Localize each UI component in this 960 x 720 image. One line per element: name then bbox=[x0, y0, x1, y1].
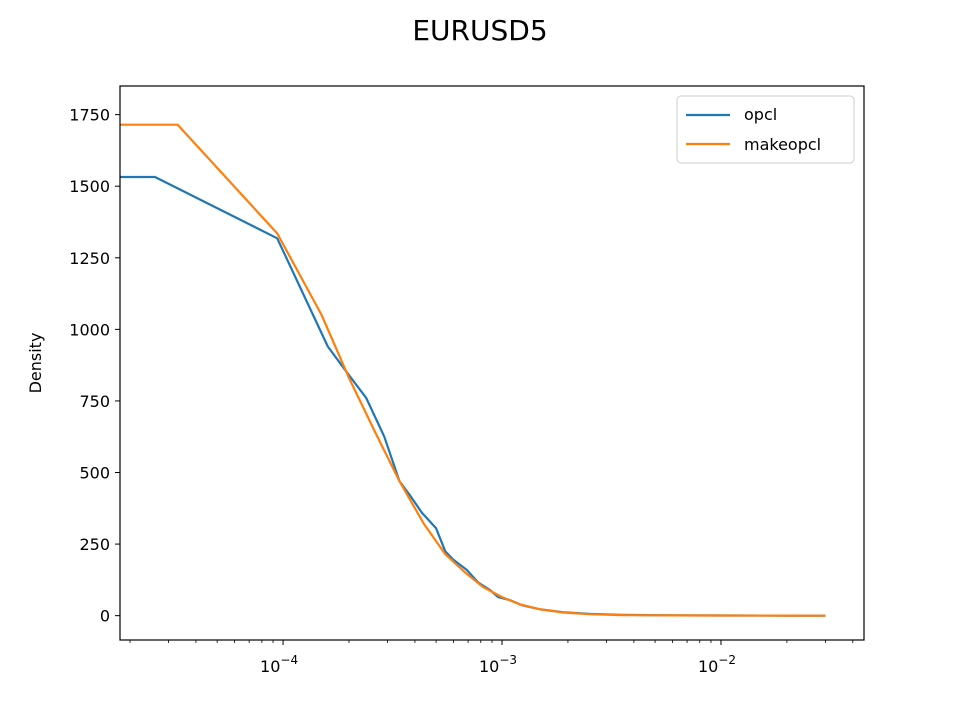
legend-label-opcl: opcl bbox=[744, 105, 777, 124]
y-tick-label: 1000 bbox=[69, 320, 110, 339]
legend-label-makeopcl: makeopcl bbox=[744, 135, 821, 154]
x-tick-label: 10−3 bbox=[479, 653, 517, 676]
plot-lines bbox=[120, 123, 826, 617]
series-line-makeopcl bbox=[120, 123, 826, 617]
y-tick-label: 0 bbox=[100, 607, 110, 626]
y-tick-label: 1250 bbox=[69, 249, 110, 268]
x-axis: 10−4 10−3 10−2 bbox=[129, 640, 854, 676]
y-tick-label: 1500 bbox=[69, 177, 110, 196]
y-axis-label: Density bbox=[26, 333, 45, 394]
legend: opcl makeopcl bbox=[676, 95, 855, 164]
legend-frame bbox=[676, 95, 855, 164]
y-tick-label: 250 bbox=[79, 535, 110, 554]
chart-title: EURUSD5 bbox=[412, 14, 547, 47]
x-tick-label: 10−4 bbox=[260, 653, 298, 676]
y-axis: 0 250 500 750 1000 1250 1500 1750 bbox=[69, 106, 120, 626]
y-tick-label: 1750 bbox=[69, 106, 110, 125]
y-tick-label: 750 bbox=[79, 392, 110, 411]
y-tick-label: 500 bbox=[79, 464, 110, 483]
x-tick-label: 10−2 bbox=[698, 653, 736, 676]
